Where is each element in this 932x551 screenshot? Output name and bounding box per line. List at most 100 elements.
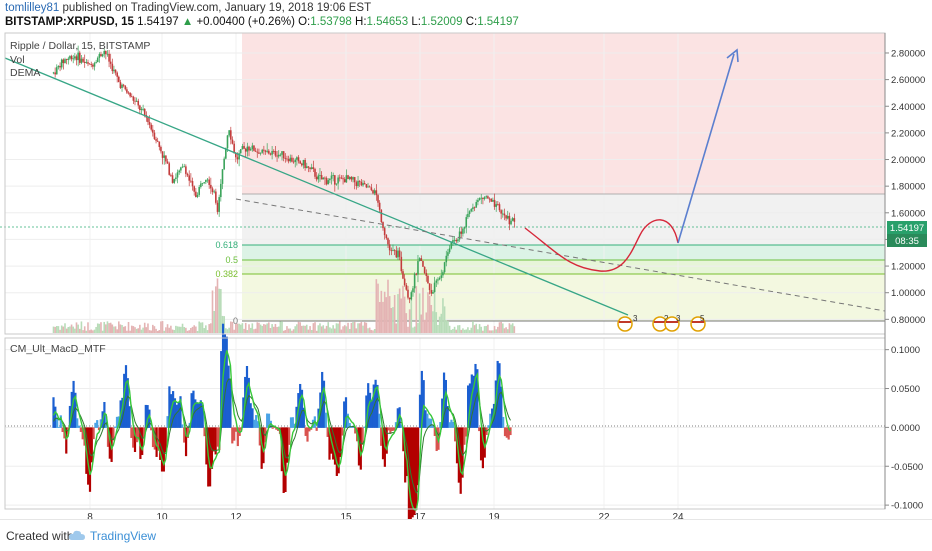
macd-hist-bar xyxy=(398,407,401,428)
candle-body xyxy=(118,76,120,83)
volume-bar xyxy=(95,326,97,333)
dashed-trend-line[interactable] xyxy=(235,198,886,312)
time-tick-label: 24 xyxy=(672,512,684,519)
open-label: O: xyxy=(298,16,311,28)
volume-bar xyxy=(480,326,483,333)
candle-body xyxy=(272,150,275,152)
trend-line[interactable] xyxy=(4,57,629,316)
volume-bar xyxy=(171,329,174,333)
macd-axis[interactable]: 0.1000 0.0500 0.0000 -0.0500 -0.1000 xyxy=(885,345,923,512)
macd-hist-bar xyxy=(199,400,202,428)
macd-hist-bar xyxy=(324,412,327,428)
volume-bar xyxy=(482,330,484,333)
ohlc-line: BITSTAMP:XRPUSD, 15 1.54197 ▲ +0.00400 (… xyxy=(5,16,519,28)
candle-body xyxy=(418,258,421,262)
volume-bar xyxy=(304,325,306,333)
macd-hist-bar xyxy=(110,427,113,462)
volume-bar xyxy=(510,324,512,333)
volume-bar xyxy=(181,323,184,333)
candle-body xyxy=(495,204,497,207)
candle-body xyxy=(178,170,181,173)
volume-bar xyxy=(231,321,234,333)
macd-hist-bar xyxy=(503,427,507,437)
macd-hist-bar xyxy=(186,427,189,438)
candle-body xyxy=(121,84,123,88)
macd-hist-bar xyxy=(396,408,399,428)
candle-body xyxy=(147,117,149,123)
candle-body xyxy=(191,181,194,187)
projection-arrow[interactable] xyxy=(677,53,735,244)
macd-hist-bar xyxy=(378,413,381,428)
macd-hist-bar xyxy=(157,427,160,451)
volume-bar xyxy=(467,327,469,333)
candle-body xyxy=(130,96,133,98)
volume-bar xyxy=(249,327,252,333)
candle-body xyxy=(74,56,76,59)
chart-canvas[interactable]: 0.618 0.5 0.382 0 3 2 3 5 2.80000 2.60000… xyxy=(0,0,932,519)
us-flag-icon[interactable] xyxy=(690,316,706,332)
volume-bar xyxy=(180,326,182,333)
volume-bar xyxy=(139,324,141,333)
us-flag-icon[interactable] xyxy=(617,316,633,332)
us-flag-icon[interactable] xyxy=(664,316,680,332)
volume-bar xyxy=(405,313,408,333)
publish-line: tomlilley81 published on TradingView.com… xyxy=(5,2,371,14)
volume-bar xyxy=(506,329,509,333)
candle-body xyxy=(319,175,321,176)
macd-hist-bar xyxy=(333,427,337,465)
time-axis[interactable]: 8 10 12 15 17 19 22 24 xyxy=(87,512,684,519)
volume-bar xyxy=(382,301,384,333)
candle-body xyxy=(358,180,361,182)
price-axis[interactable]: 2.80000 2.60000 2.40000 2.20000 2.00000 1.800… xyxy=(885,48,925,326)
candle-body xyxy=(373,190,376,194)
volume-bar xyxy=(196,330,199,333)
volume-bar xyxy=(450,329,453,333)
macd-hist-bar xyxy=(258,427,261,446)
volume-bar xyxy=(393,295,396,333)
volume-bar xyxy=(442,298,444,333)
candle-body xyxy=(505,215,507,219)
volume-bar xyxy=(118,321,120,333)
candle-body xyxy=(263,149,265,151)
macd-hist-bar xyxy=(461,427,464,478)
published-text: published on TradingView.com, January 19… xyxy=(62,2,372,14)
author-link[interactable]: tomlilley81 xyxy=(5,2,60,14)
volume-bar xyxy=(87,322,89,333)
candle-body xyxy=(368,186,371,188)
candle-body xyxy=(377,195,379,203)
volume-bar xyxy=(205,325,207,333)
candle-body xyxy=(183,166,185,168)
volume-bar xyxy=(353,321,356,333)
volume-bar xyxy=(291,330,293,333)
macd-hist-bar xyxy=(500,386,503,428)
candle-body xyxy=(457,239,459,242)
candle-body xyxy=(268,150,270,154)
tradingview-link[interactable]: TradingView xyxy=(90,529,157,543)
candle-body xyxy=(78,52,81,63)
candle-body xyxy=(171,175,174,183)
candle-body xyxy=(83,61,86,63)
volume-bar xyxy=(490,330,493,333)
candle-body xyxy=(472,207,474,210)
macd-hist-bar xyxy=(385,427,388,454)
volume-bar xyxy=(378,301,381,333)
candle-body xyxy=(291,157,293,162)
volume-bar xyxy=(296,324,298,333)
macd-hist-bar xyxy=(175,404,178,428)
volume-bar xyxy=(292,329,295,333)
macd-hist-bar xyxy=(393,427,396,431)
candle-body xyxy=(208,179,210,185)
candle-body xyxy=(134,100,136,102)
macd-hist-bar xyxy=(448,422,451,428)
macd-hist-bar xyxy=(444,379,447,428)
volume-bar xyxy=(412,327,414,333)
volume-bar xyxy=(492,330,494,333)
candle-body xyxy=(60,59,63,68)
event-badges[interactable]: 3 2 3 5 xyxy=(617,314,706,332)
candle-body xyxy=(173,179,176,183)
projection-curve[interactable] xyxy=(524,219,679,272)
candle-body xyxy=(463,227,466,229)
macd-hist-bar xyxy=(135,427,138,443)
candle-body xyxy=(348,176,351,179)
macd-hist-bar xyxy=(220,351,223,428)
